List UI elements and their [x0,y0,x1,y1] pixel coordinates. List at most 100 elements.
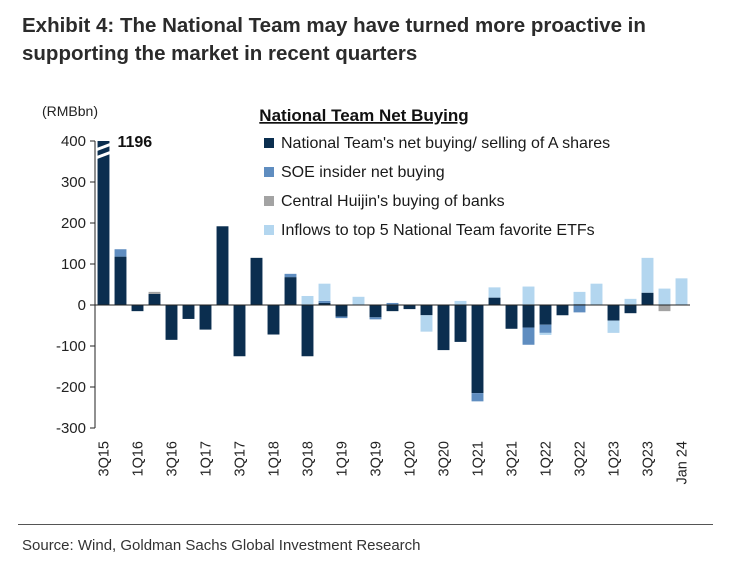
bar-soe-4Q21 [522,327,535,345]
legend-swatch-huijin [264,196,274,206]
bar-soe-4Q18 [318,300,331,303]
bar-etf-2Q19 [352,296,365,305]
bar-national_team-2Q16 [148,293,161,305]
bar-etf-4Q23 [658,288,671,305]
bar-national_team-4Q17 [250,257,263,305]
bar-soe-1Q19 [335,316,348,319]
legend-swatch-soe [264,167,274,177]
bar-etf-3Q22 [573,291,586,305]
bar-soe-3Q22 [573,305,586,313]
bar-huijin-4Q23 [658,305,671,312]
bar-national_team-4Q16 [182,305,195,319]
bar-national_team-2Q21 [488,297,501,305]
bar-huijin-2Q16 [148,291,161,294]
truncation-annotation: 1196 [117,134,152,151]
bar-national_team-4Q21 [522,305,535,328]
bar-etf-4Q20 [454,300,467,305]
y-tick-label: 300 [61,174,86,191]
bar-etf-Jan 24 [675,278,688,305]
x-tick-label: 1Q18 [267,441,283,476]
y-tick-label: 400 [61,133,86,150]
y-tick-label: -300 [56,420,86,437]
y-axis-label: (RMBbn) [42,103,98,119]
y-tick-label: -100 [56,338,86,355]
bar-soe-3Q19 [369,317,382,320]
legend-label: SOE insider net buying [281,164,445,181]
bar-national_team-3Q23 [641,292,654,305]
bar-national_team-3Q18 [301,305,314,357]
bar-national_team-3Q20 [437,305,450,351]
x-tick-label: 1Q16 [131,441,147,476]
bar-etf-3Q18 [301,295,314,305]
chart-legend: National Team Net Buying National Team's … [259,106,610,239]
bar-national_team-1Q19 [335,305,348,317]
x-tick-label: 3Q18 [301,441,317,476]
bar-etf-1Q23 [607,320,620,333]
legend-swatch-national_team [264,138,274,148]
bar-etf-2Q23 [624,298,637,305]
bar-national_team-3Q16 [165,305,178,340]
y-tick-label: 100 [61,256,86,273]
bar-national_team-1Q17 [199,305,212,330]
exhibit-title: Exhibit 4: The National Team may have tu… [22,14,646,65]
y-tick-label: 200 [61,215,86,232]
chart-title: National Team Net Buying [259,106,468,125]
bar-national_team-3Q17 [233,305,246,357]
bar-national_team-1Q22 [539,305,552,325]
bar-national_team-4Q19 [386,305,399,312]
axis-break-mark [95,142,112,152]
bar-etf-4Q21 [522,286,535,305]
bar-etf-1Q22 [539,332,552,335]
x-tick-label: 1Q22 [539,441,555,476]
footer-divider [18,524,713,525]
bar-chart: (RMBbn) -300 -200 -100 0 100 200 300 400 1196 3Q15… [42,103,691,485]
bar-national_team-2Q22 [556,305,569,316]
x-tick-label: 3Q22 [573,441,589,476]
plot-area: (RMBbn) -300 -200 -100 0 100 200 300 400 1196 3Q15… [42,103,691,485]
legend-label: National Team's net buying/ selling of A… [281,135,610,152]
bar-soe-4Q15 [114,249,127,257]
bar-etf-3Q23 [641,257,654,293]
legend-label: Central Huijin's buying of banks [281,193,505,210]
x-tick-label: 3Q17 [233,441,249,476]
bar-national_team-2Q20 [420,305,433,316]
bar-etf-2Q21 [488,287,501,298]
x-tick-label: 1Q17 [199,441,215,476]
bar-national_team-3Q19 [369,305,382,318]
source-note: Source: Wind, Goldman Sachs Global Inves… [22,537,421,554]
bar-national_team-3Q21 [505,305,518,329]
bar-soe-1Q21 [471,393,484,402]
bar-national_team-1Q16 [131,305,144,312]
bar-national_team-3Q15 [97,141,110,305]
bar-national_team-4Q20 [454,305,467,342]
x-tick-label: 1Q19 [335,441,351,476]
x-tick-label: 1Q23 [607,441,623,476]
y-tick-label: 0 [78,297,86,314]
legend-label: Inflows to top 5 National Team favorite … [281,222,595,239]
x-tick-label: 3Q23 [641,441,657,476]
legend-swatch-etf [264,225,274,235]
x-tick-label: 1Q20 [403,441,419,476]
y-tick-label: -200 [56,379,86,396]
bar-national_team-1Q20 [403,305,416,310]
x-tick-label: 3Q16 [165,441,181,476]
x-tick-label: 3Q21 [505,441,521,476]
x-tick-label: 1Q21 [471,441,487,476]
bar-soe-4Q19 [386,302,399,305]
bar-etf-2Q20 [420,315,433,332]
bar-etf-4Q18 [318,283,331,301]
bar-etf-4Q22 [590,283,603,305]
bar-national_team-2Q18 [284,277,297,305]
axis-break-mark [95,150,112,160]
x-tick-label: 3Q15 [97,441,113,476]
bar-national_team-1Q18 [267,305,280,335]
bar-national_team-4Q15 [114,256,127,305]
x-tick-label: Jan 24 [675,441,691,485]
x-tick-label: 3Q20 [437,441,453,476]
x-tick-label: 3Q19 [369,441,385,476]
bar-national_team-2Q23 [624,305,637,314]
bar-soe-1Q22 [539,324,552,333]
bar-national_team-1Q21 [471,305,484,394]
bar-national_team-1Q23 [607,305,620,321]
bar-national_team-4Q18 [318,302,331,305]
